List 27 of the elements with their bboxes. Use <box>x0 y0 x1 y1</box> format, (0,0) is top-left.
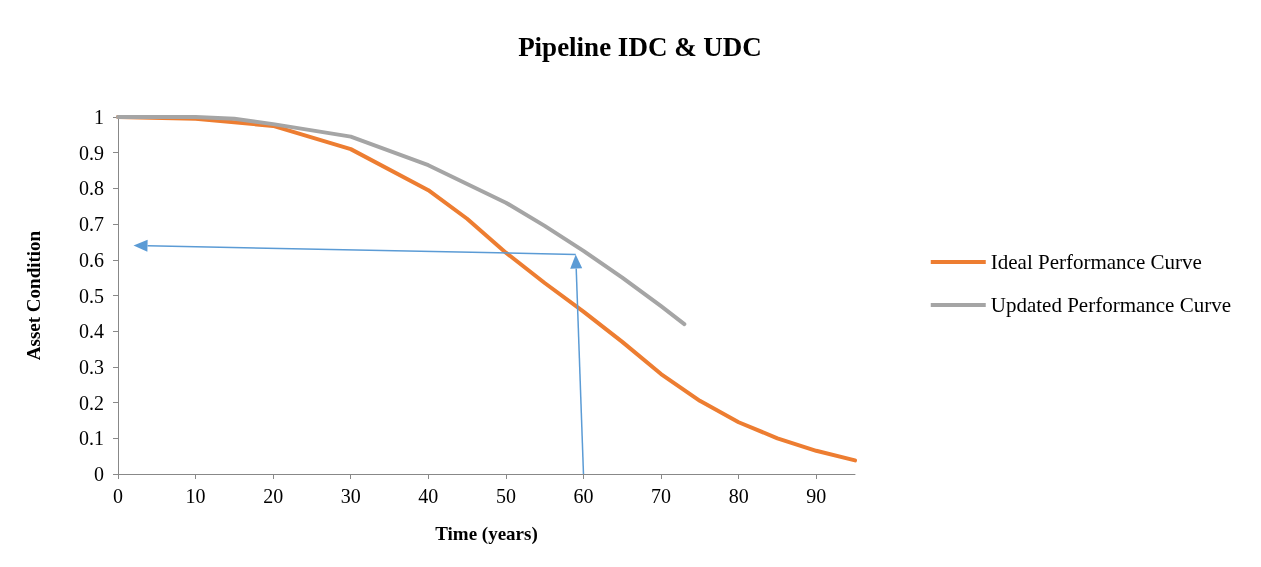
y-tick-label: 0.6 <box>79 248 104 271</box>
y-tick-label: 0.2 <box>79 391 104 414</box>
x-tick-label: 10 <box>185 485 206 507</box>
x-tick-label: 50 <box>495 485 516 507</box>
y-tick-label: 1 <box>94 106 104 128</box>
legend-label: Updated Performance Curve <box>990 293 1232 317</box>
x-tick-label: 60 <box>573 485 594 507</box>
x-tick-label: 90 <box>806 485 827 507</box>
y-tick-label: 0.9 <box>79 141 104 164</box>
x-tick-label: 20 <box>263 485 284 507</box>
chart-title: Pipeline IDC & UDC <box>518 31 762 62</box>
line-series <box>116 115 687 327</box>
legend-label: Ideal Performance Curve <box>990 250 1202 274</box>
x-tick-label: 40 <box>418 485 439 507</box>
x-tick-label: 30 <box>340 485 361 507</box>
y-tick-label: 0.7 <box>79 213 104 236</box>
x-axis-title: Time (years) <box>435 523 538 545</box>
y-tick-label: 0.4 <box>79 320 104 343</box>
x-tick-label: 80 <box>728 485 749 507</box>
y-tick-label: 0.3 <box>79 355 104 378</box>
y-axis-title: Asset Condition <box>23 230 44 361</box>
y-tick-label: 0.1 <box>79 427 104 450</box>
y-tick-label: 0.5 <box>79 284 104 307</box>
y-tick-label: 0 <box>94 463 104 485</box>
x-tick-label: 70 <box>651 485 672 507</box>
y-tick-label: 0.8 <box>79 177 104 200</box>
x-tick-label: 0 <box>113 485 123 507</box>
